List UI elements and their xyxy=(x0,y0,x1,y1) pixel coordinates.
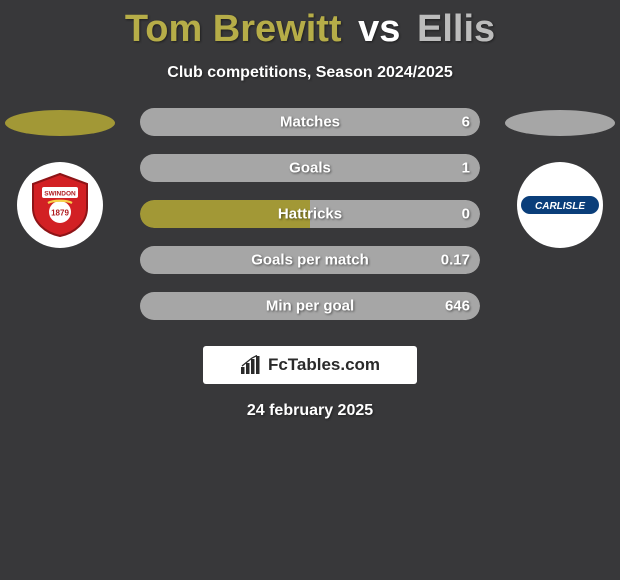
comparison-arena: SWINDON 1879 CARLISLE Matches 6 Goals 1 Hatt… xyxy=(0,108,620,320)
stat-bar: Min per goal 646 xyxy=(140,292,480,320)
stat-bar-value-right: 0.17 xyxy=(441,251,470,268)
carlisle-wordmark-icon: CARLISLE xyxy=(519,185,601,225)
stat-bar-value-right: 646 xyxy=(445,297,470,314)
stat-bar-label: Matches xyxy=(280,113,340,130)
footer-brand-text: FcTables.com xyxy=(268,355,380,375)
subtitle: Club competitions, Season 2024/2025 xyxy=(0,64,620,82)
player2-ellipse xyxy=(505,110,615,136)
page-title: Tom Brewitt vs Ellis xyxy=(0,0,620,50)
title-player1: Tom Brewitt xyxy=(125,8,342,50)
footer-brand: FcTables.com xyxy=(203,346,417,384)
stat-bar: Goals 1 xyxy=(140,154,480,182)
stat-bar: Goals per match 0.17 xyxy=(140,246,480,274)
stat-bar-label: Min per goal xyxy=(266,297,354,314)
swindon-crest-icon: SWINDON 1879 xyxy=(25,170,95,240)
stat-bar-value-right: 0 xyxy=(462,205,470,222)
player2-side: CARLISLE xyxy=(500,108,620,248)
carlisle-text: CARLISLE xyxy=(535,201,585,212)
player1-side: SWINDON 1879 xyxy=(0,108,120,248)
title-player2: Ellis xyxy=(417,8,495,50)
stat-bar-value-right: 6 xyxy=(462,113,470,130)
stat-bar: Matches 6 xyxy=(140,108,480,136)
bar-chart-icon xyxy=(240,355,262,375)
stat-bar-value-right: 1 xyxy=(462,159,470,176)
stat-bar: Hattricks 0 xyxy=(140,200,480,228)
stat-bars: Matches 6 Goals 1 Hattricks 0 Goals per match 0… xyxy=(140,108,480,320)
player2-club-badge: CARLISLE xyxy=(517,162,603,248)
stat-bar-label: Goals per match xyxy=(251,251,369,268)
stat-bar-label: Goals xyxy=(289,159,331,176)
player1-ellipse xyxy=(5,110,115,136)
svg-text:SWINDON: SWINDON xyxy=(44,190,76,197)
title-vs: vs xyxy=(358,8,400,50)
footer-date: 24 february 2025 xyxy=(0,402,620,420)
stat-bar-label: Hattricks xyxy=(278,205,342,222)
svg-text:1879: 1879 xyxy=(51,208,69,217)
player1-club-badge: SWINDON 1879 xyxy=(17,162,103,248)
